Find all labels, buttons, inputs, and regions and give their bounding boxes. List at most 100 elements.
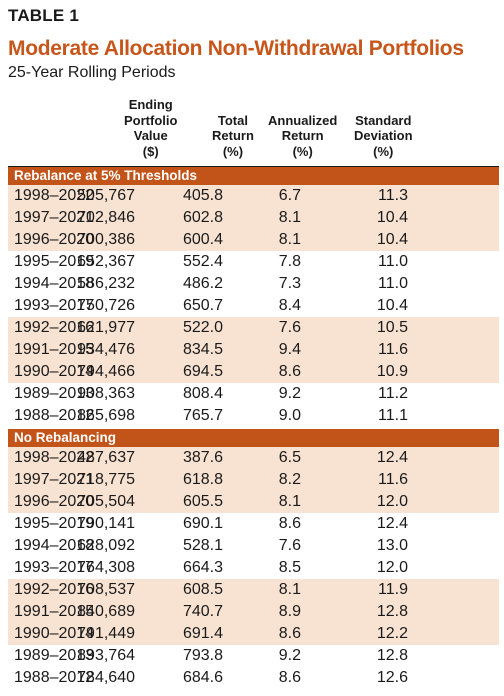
cell-value: 784,640 <box>77 669 135 686</box>
cell-std: 10.4 <box>376 231 408 248</box>
cell-period: 1989–2013 <box>14 385 95 402</box>
cell-annualized: 8.6 <box>278 669 301 686</box>
cell-value: 791,449 <box>77 625 135 642</box>
table-row: 1991–2015 840,689 740.7 8.9 12.8 <box>8 601 499 623</box>
header-total-return: Total Return (%) <box>212 113 254 160</box>
table-row: 1993–2017 764,308 664.3 8.5 12.0 <box>8 557 499 579</box>
cell-std: 12.0 <box>376 559 408 576</box>
cell-value: 708,537 <box>77 581 135 598</box>
cell-annualized: 8.1 <box>278 231 301 248</box>
cell-value: 790,141 <box>77 515 135 532</box>
section-title: Rebalance at 5% Thresholds <box>14 168 198 183</box>
cell-annualized: 8.1 <box>278 581 301 598</box>
section-title: No Rebalancing <box>14 430 117 445</box>
cell-total: 694.5 <box>182 363 223 380</box>
cell-period: 1996–2020 <box>14 231 95 248</box>
header-std-line-1: Standard <box>355 112 412 128</box>
cell-annualized: 8.5 <box>278 559 301 576</box>
cell-std: 11.2 <box>378 385 408 402</box>
cell-annualized: 7.6 <box>278 319 301 336</box>
cell-value: 865,698 <box>77 407 135 424</box>
cell-period: 1997–2021 <box>14 209 95 226</box>
cell-period: 1996–2020 <box>14 493 95 510</box>
cell-total: 690.1 <box>182 515 223 532</box>
cell-annualized: 6.7 <box>278 187 301 204</box>
cell-annualized: 8.6 <box>278 515 301 532</box>
cell-total: 600.4 <box>182 231 223 248</box>
cell-value: 705,504 <box>77 493 135 510</box>
cell-total: 740.7 <box>182 603 223 620</box>
header-value-line-1: Ending <box>128 97 173 112</box>
cell-annualized: 7.6 <box>278 537 301 554</box>
table-row: 1990–2014 794,466 694.5 8.6 10.9 <box>8 361 499 383</box>
cell-total: 650.7 <box>182 297 223 314</box>
cell-period: 1989–2013 <box>14 647 95 664</box>
cell-std: 10.9 <box>376 363 408 380</box>
cell-total: 834.5 <box>182 341 223 358</box>
section-header: Rebalance at 5% Thresholds <box>8 167 499 185</box>
table-row: 1998–2022 487,637 387.6 6.5 12.4 <box>8 447 499 469</box>
cell-std: 11.0 <box>378 275 408 292</box>
cell-annualized: 8.1 <box>278 209 301 226</box>
cell-annualized: 8.4 <box>278 297 301 314</box>
cell-total: 684.6 <box>182 669 223 686</box>
cell-total: 608.5 <box>182 581 223 598</box>
cell-value: 718,775 <box>77 471 135 488</box>
table-row: 1993–2017 750,726 650.7 8.4 10.4 <box>8 295 499 317</box>
cell-annualized: 8.1 <box>278 493 301 510</box>
table-row: 1998–2022 505,767 405.8 6.7 11.3 <box>8 185 499 207</box>
cell-std: 10.4 <box>376 297 408 314</box>
cell-value: 934,476 <box>77 341 135 358</box>
cell-annualized: 8.2 <box>278 471 301 488</box>
table-subtitle: 25-Year Rolling Periods <box>8 64 176 81</box>
header-total-line-2: Return <box>212 128 254 143</box>
cell-annualized: 9.0 <box>278 407 301 424</box>
header-std-line-3: (%) <box>373 143 394 159</box>
cell-period: 1991–2015 <box>14 603 95 620</box>
cell-annualized: 6.5 <box>278 449 301 466</box>
header-annualized-line-3: (%) <box>292 143 313 159</box>
cell-value: 505,767 <box>77 187 135 204</box>
header-std-line-2: Deviation <box>354 128 413 143</box>
cell-total: 618.8 <box>182 471 223 488</box>
cell-std: 10.5 <box>376 319 408 336</box>
cell-annualized: 7.3 <box>278 275 301 292</box>
cell-std: 13.0 <box>376 537 408 554</box>
header-ending-portfolio-value: Ending Portfolio Value ($) <box>124 97 177 159</box>
cell-value: 840,689 <box>77 603 135 620</box>
cell-total: 522.0 <box>182 319 223 336</box>
header-rule <box>8 166 499 167</box>
header-standard-deviation: Standard Deviation (%) <box>354 113 413 160</box>
cell-std: 11.1 <box>378 407 408 424</box>
table-row: 1995–2019 790,141 690.1 8.6 12.4 <box>8 513 499 535</box>
cell-std: 12.2 <box>376 625 408 642</box>
cell-value: 908,363 <box>77 385 135 402</box>
cell-total: 691.4 <box>182 625 223 642</box>
cell-period: 1990–2014 <box>14 363 95 380</box>
header-annualized-return: Annualized Return (%) <box>268 113 337 160</box>
cell-period: 1992–2016 <box>14 319 95 336</box>
cell-total: 602.8 <box>182 209 223 226</box>
cell-period: 1995–2019 <box>14 253 95 270</box>
cell-std: 12.8 <box>376 647 408 664</box>
cell-total: 528.1 <box>182 537 223 554</box>
cell-total: 765.7 <box>182 407 223 424</box>
table-title: Moderate Allocation Non-Withdrawal Portf… <box>8 37 464 60</box>
table-row: 1989–2013 908,363 808.4 9.2 11.2 <box>8 383 499 405</box>
cell-std: 12.0 <box>376 493 408 510</box>
cell-period: 1991–2015 <box>14 341 95 358</box>
cell-period: 1990–2014 <box>14 625 95 642</box>
cell-total: 664.3 <box>182 559 223 576</box>
cell-annualized: 7.8 <box>278 253 301 270</box>
cell-annualized: 8.6 <box>278 625 301 642</box>
cell-value: 586,232 <box>77 275 135 292</box>
cell-total: 793.8 <box>182 647 223 664</box>
cell-total: 552.4 <box>182 253 223 270</box>
cell-period: 1988–2012 <box>14 407 95 424</box>
table-row: 1997–2021 718,775 618.8 8.2 11.6 <box>8 469 499 491</box>
table-row: 1996–2020 700,386 600.4 8.1 10.4 <box>8 229 499 251</box>
header-annualized-line-1: Annualized <box>268 112 338 128</box>
cell-period: 1993–2017 <box>14 297 95 314</box>
table-row: 1988–2012 784,640 684.6 8.6 12.6 <box>8 667 499 689</box>
cell-value: 750,726 <box>77 297 135 314</box>
